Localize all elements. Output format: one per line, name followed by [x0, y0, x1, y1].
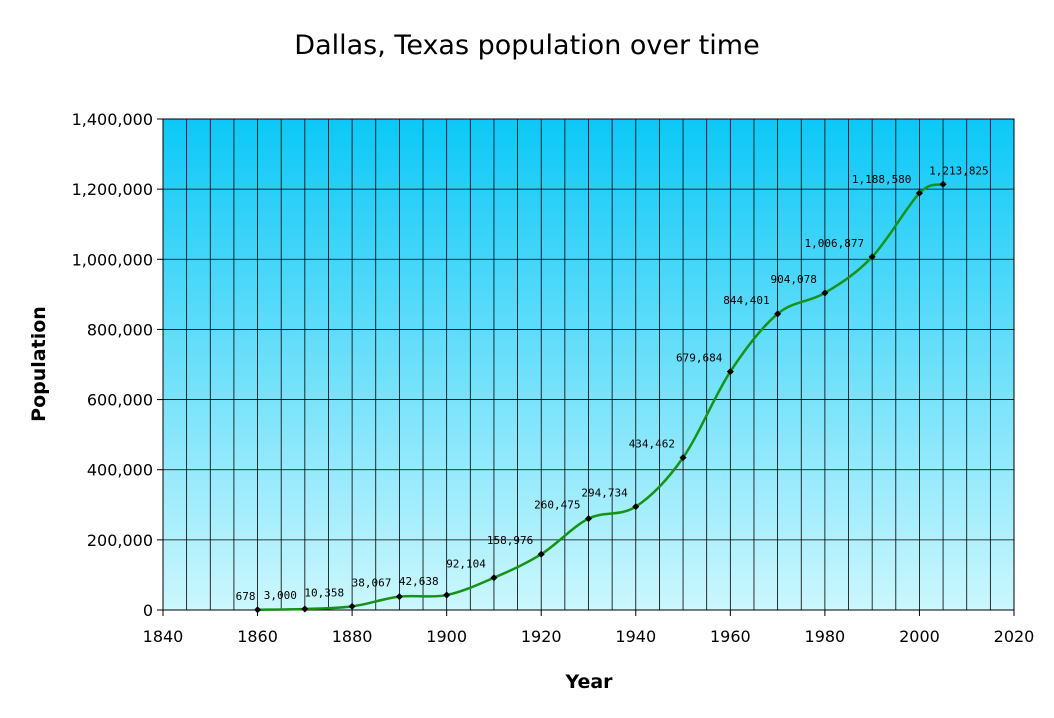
x-tick-label: 1960: [710, 627, 751, 646]
data-label: 10,358: [304, 586, 344, 599]
grid-lines: [163, 119, 1014, 610]
data-point: [868, 253, 876, 261]
data-point: [632, 503, 640, 511]
data-label: 679,684: [676, 352, 723, 365]
x-tick-label: 2000: [899, 627, 940, 646]
y-tick-label: 0: [143, 601, 153, 620]
y-tick-label: 800,000: [87, 320, 153, 339]
x-tick-label: 1920: [521, 627, 562, 646]
data-point: [584, 515, 593, 523]
data-label: 904,078: [771, 273, 817, 286]
data-point: [348, 602, 356, 610]
data-point: [301, 605, 309, 613]
x-tick-label: 1880: [332, 627, 373, 646]
data-label: 158,976: [487, 534, 533, 547]
x-axis-title: Year: [564, 671, 613, 693]
y-tick-label: 600,000: [87, 391, 153, 410]
y-tick-label: 1,200,000: [72, 180, 153, 199]
x-tick-label: 1940: [615, 627, 656, 646]
y-tick-label: 400,000: [87, 461, 153, 480]
data-point: [679, 454, 687, 462]
data-label: 1,213,825: [929, 164, 989, 177]
x-axis: 1840 1860 1880 1900 1920 1940 1960 1980 2000 2020: [143, 610, 1035, 646]
y-tick-label: 1,400,000: [72, 110, 153, 129]
data-point: [443, 591, 451, 599]
y-axis: 0 200,000 400,000 600,000 800,000 1,000,000 1,…: [72, 110, 163, 620]
plot-frame: [162, 118, 1015, 611]
x-tick-label: 2020: [994, 627, 1035, 646]
data-label: 434,462: [629, 438, 675, 451]
data-markers: [254, 180, 947, 614]
x-tick-label: 1980: [805, 627, 846, 646]
data-label: 92,104: [446, 558, 486, 571]
data-label: 678: [236, 590, 256, 603]
data-label: 1,188,580: [852, 173, 912, 186]
data-label: 294,734: [581, 487, 628, 500]
data-label: 260,475: [534, 499, 580, 512]
data-point: [774, 310, 782, 318]
y-axis-title: Population: [28, 306, 50, 422]
data-point: [821, 289, 829, 297]
data-point: [726, 368, 734, 376]
y-tick-label: 200,000: [87, 531, 153, 550]
x-tick-label: 1900: [426, 627, 467, 646]
data-point: [254, 606, 262, 614]
data-label: 1,006,877: [805, 237, 865, 250]
data-point: [915, 189, 923, 197]
data-point: [395, 593, 403, 601]
data-label: 3,000: [264, 589, 297, 602]
chart-title: Dallas, Texas population over time: [294, 30, 760, 61]
data-point: [537, 550, 545, 558]
data-label: 844,401: [723, 294, 769, 307]
data-label: 38,067: [352, 577, 392, 590]
data-label: 42,638: [399, 575, 439, 588]
data-point: [490, 574, 498, 582]
x-tick-label: 1860: [237, 627, 278, 646]
data-point: [939, 180, 947, 188]
series-line: [257, 183, 944, 612]
x-tick-label: 1840: [143, 627, 184, 646]
y-tick-label: 1,000,000: [72, 250, 153, 269]
